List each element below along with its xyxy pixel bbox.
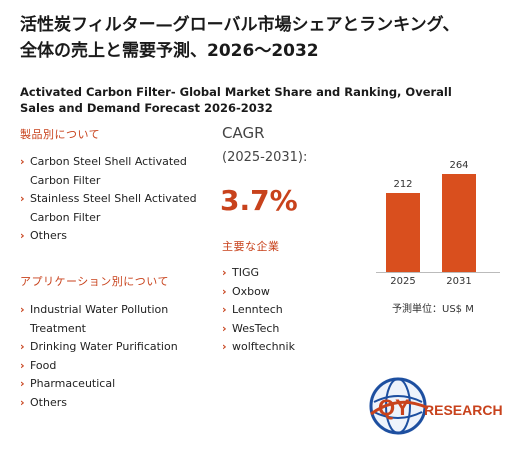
chevron-right-icon: › [20, 229, 25, 242]
application-label: Others [30, 395, 67, 409]
cagr-value: 3.7% [220, 184, 298, 217]
cagr-label: CAGR [222, 124, 265, 142]
chevron-right-icon: › [20, 377, 25, 390]
chart-baseline [376, 272, 500, 273]
x-tick-label: 2031 [446, 276, 472, 287]
list-item: › Carbon Steel Shell Activated Carbon Fil… [20, 153, 200, 190]
companies-heading: 主要な企業 [222, 240, 280, 253]
list-item: › WesTech [222, 320, 362, 339]
chevron-right-icon: › [222, 303, 227, 316]
company-label: WesTech [232, 321, 280, 335]
list-item: › Others [20, 227, 200, 246]
list-item: › Industrial Water Pollution Treatment [20, 301, 200, 338]
products-heading: 製品別について [20, 128, 101, 141]
application-label: Industrial Water Pollution Treatment [30, 303, 169, 335]
list-item: › TIGG [222, 264, 362, 283]
forecast-bar-chart: 212 2025 264 2031 [370, 160, 510, 300]
bar-value-label: 264 [449, 160, 469, 171]
list-item: › Drinking Water Purification [20, 338, 200, 357]
qyresearch-logo: QY RESEARCH [369, 377, 503, 435]
list-item: › Pharmaceutical [20, 375, 200, 394]
chevron-right-icon: › [20, 303, 25, 316]
product-label: Others [30, 229, 67, 242]
list-item: › Oxbow [222, 283, 362, 302]
title-jp-line-2: 全体の売上と需要予測、2026〜2032 [20, 41, 319, 61]
company-label: TIGG [232, 266, 260, 279]
chevron-right-icon: › [222, 266, 227, 279]
x-tick-label: 2025 [390, 276, 416, 287]
page-title-en: Activated Carbon Filter- Global Market S… [20, 85, 452, 115]
chevron-right-icon: › [222, 340, 227, 353]
chevron-right-icon: › [20, 340, 25, 353]
application-label: Drinking Water Purification [30, 340, 178, 353]
list-item: › Food [20, 357, 200, 376]
list-item: › Stainless Steel Shell Activated Carbon … [20, 190, 200, 227]
chevron-right-icon: › [20, 395, 25, 409]
product-label: Carbon Steel Shell Activated Carbon Filt… [30, 155, 187, 187]
applications-heading: アプリケーション別について [20, 275, 169, 288]
application-label: Pharmaceutical [30, 377, 116, 390]
application-label: Food [30, 358, 57, 372]
list-item: › Lenntech [222, 301, 362, 320]
chevron-right-icon: › [222, 284, 227, 298]
chevron-right-icon: › [222, 321, 227, 335]
list-item: › wolftechnik [222, 338, 362, 357]
chevron-right-icon: › [20, 155, 25, 168]
product-label: Stainless Steel Shell Activated Carbon F… [30, 192, 197, 224]
chart-bar [386, 193, 420, 272]
companies-list: › TIGG › Oxbow › Lenntech › WesTech › wolftec… [222, 264, 362, 357]
cagr-range: (2025-2031): [222, 150, 308, 165]
logo-research-text: RESEARCH [424, 402, 503, 418]
applications-list: › Industrial Water Pollution Treatment › D… [20, 301, 200, 412]
chevron-right-icon: › [20, 192, 25, 205]
company-label: wolftechnik [232, 340, 295, 353]
products-list: › Carbon Steel Shell Activated Carbon Fil… [20, 153, 200, 246]
page-title-jp: 活性炭フィルター—グローバル市場シェアとランキング、 全体の売上と需要予測、20… [20, 12, 510, 64]
chart-bar [442, 174, 476, 272]
company-label: Lenntech [232, 303, 283, 316]
list-item: › Others [20, 394, 200, 413]
chevron-right-icon: › [20, 358, 25, 372]
forecast-unit-label: 予測単位：US$ M [392, 304, 474, 315]
company-label: Oxbow [232, 284, 270, 298]
bar-value-label: 212 [393, 179, 413, 190]
title-jp-line-1: 活性炭フィルター—グローバル市場シェアとランキング、 [20, 15, 460, 35]
logo-qy-text: QY [378, 395, 410, 420]
